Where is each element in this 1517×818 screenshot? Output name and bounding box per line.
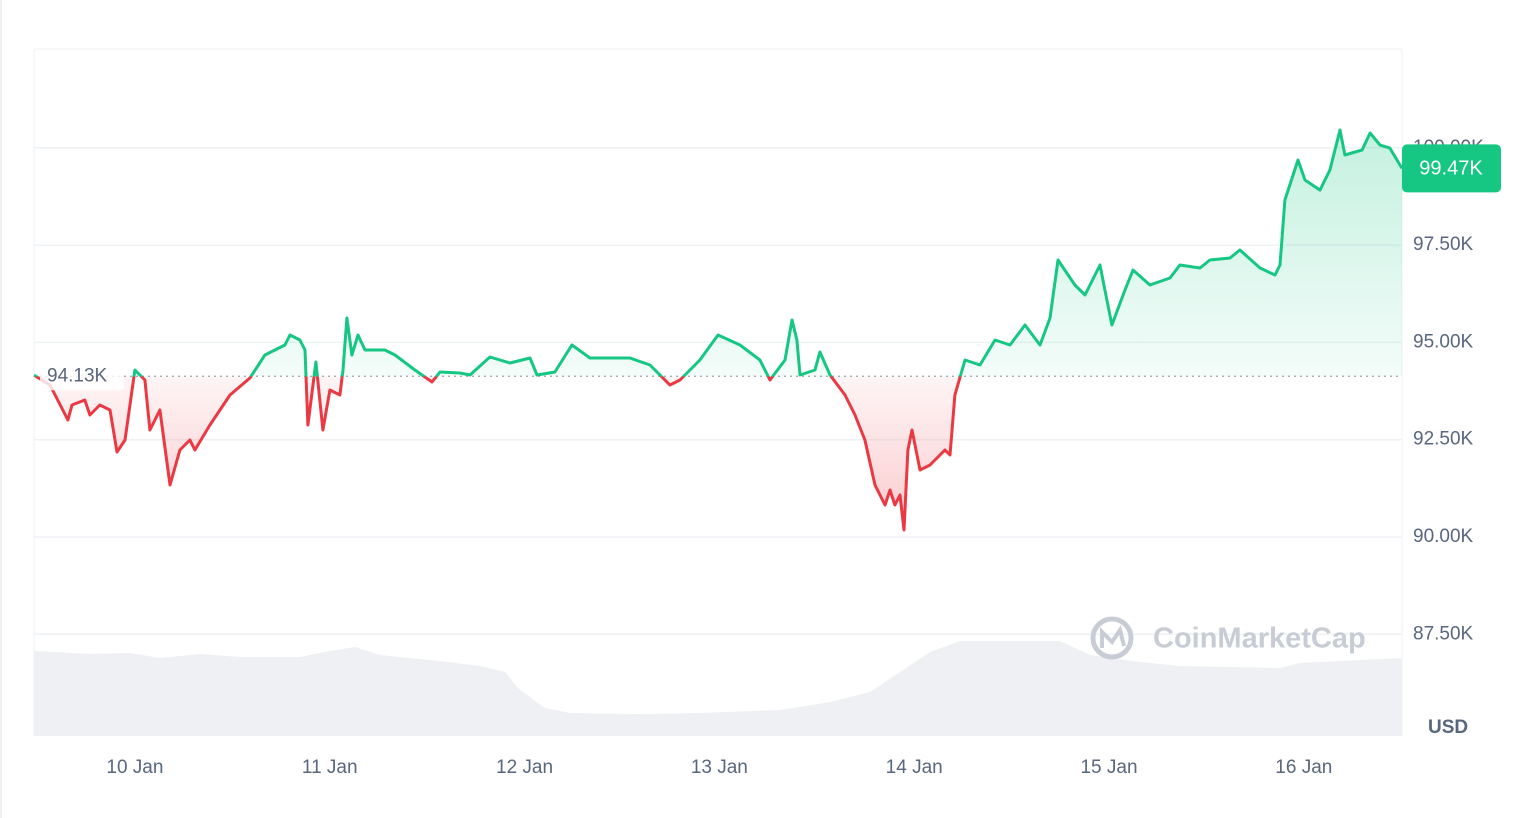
y-axis-label: USD [1428, 717, 1468, 738]
y-tick-label: 90.00K [1413, 526, 1474, 547]
x-tick-label: 11 Jan [302, 757, 358, 778]
x-tick-label: 13 Jan [691, 757, 748, 778]
watermark-logo-mark [1100, 625, 1126, 648]
x-tick-label: 15 Jan [1080, 757, 1137, 778]
y-tick-label: 97.50K [1413, 234, 1474, 255]
y-tick-label: 95.00K [1413, 331, 1474, 352]
price-line [33, 128, 1404, 532]
x-tick-label: 10 Jan [106, 757, 163, 778]
y-tick-label: 92.50K [1413, 429, 1474, 450]
x-tick-label: 16 Jan [1275, 757, 1332, 778]
x-tick-label: 12 Jan [496, 757, 553, 778]
watermark-logo [1090, 616, 1134, 660]
last-price-label: 99.47K [1419, 158, 1483, 180]
x-tick-label: 14 Jan [886, 757, 943, 778]
last-price-badge [1402, 144, 1501, 193]
baseline-label-bg [40, 362, 124, 391]
watermark: CoinMarketCap [1090, 616, 1366, 660]
volume-area [34, 641, 1402, 736]
baseline-label: 94.13K [47, 365, 108, 386]
price-area [34, 130, 1402, 530]
watermark-text: CoinMarketCap [1153, 623, 1366, 655]
y-tick-label: 87.50K [1413, 623, 1474, 644]
